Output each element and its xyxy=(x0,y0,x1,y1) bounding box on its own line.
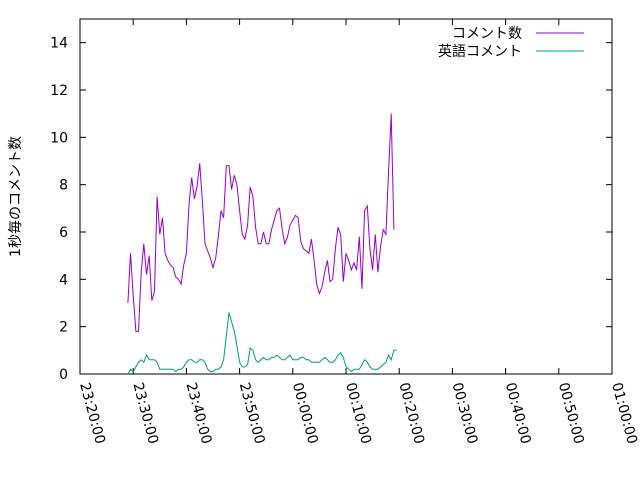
x-tick-label: 23:30:00 xyxy=(129,381,161,446)
x-tick-label: 23:40:00 xyxy=(183,381,215,446)
x-tick-label: 00:00:00 xyxy=(289,381,321,446)
y-tick-label: 14 xyxy=(50,36,68,52)
x-tick-label: 00:20:00 xyxy=(395,381,427,446)
y-tick-label: 0 xyxy=(59,367,68,383)
x-tick-label: 23:20:00 xyxy=(76,381,108,446)
y-axis-title: 1秒毎のコメント数 xyxy=(8,136,24,257)
series-line-1 xyxy=(127,113,395,332)
y-tick-label: 6 xyxy=(59,225,68,241)
y-tick-label: 10 xyxy=(50,130,68,146)
y-tick-label: 2 xyxy=(59,320,68,336)
x-tick-label: 23:50:00 xyxy=(236,381,268,446)
legend-label-2: 英語コメント xyxy=(438,43,522,60)
x-tick-label: 00:30:00 xyxy=(449,381,481,446)
x-tick-label: 00:40:00 xyxy=(502,381,534,446)
legend-label-1: コメント数 xyxy=(452,26,522,42)
y-tick-label: 8 xyxy=(59,178,68,194)
y-tick-label: 4 xyxy=(59,272,68,288)
x-tick-label: 00:10:00 xyxy=(342,381,374,446)
plot-frame xyxy=(79,18,613,375)
series-line-2 xyxy=(127,312,397,375)
x-tick-label: 00:50:00 xyxy=(555,381,587,446)
y-tick-label: 12 xyxy=(50,83,68,99)
x-tick-label: 01:00:00 xyxy=(608,381,640,446)
